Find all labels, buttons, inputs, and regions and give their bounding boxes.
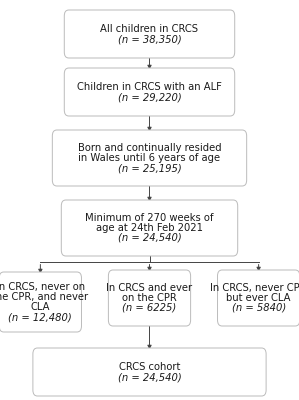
Text: (n = 25,195): (n = 25,195) <box>118 163 181 173</box>
Text: (n = 5840): (n = 5840) <box>231 303 286 313</box>
Text: (n = 38,350): (n = 38,350) <box>118 34 181 44</box>
Text: (n = 6225): (n = 6225) <box>122 303 177 313</box>
Text: (n = 12,480): (n = 12,480) <box>8 312 72 322</box>
FancyBboxPatch shape <box>33 348 266 396</box>
FancyBboxPatch shape <box>61 200 238 256</box>
Text: CLA: CLA <box>30 302 50 312</box>
Text: (n = 24,540): (n = 24,540) <box>118 372 181 382</box>
Text: on the CPR: on the CPR <box>122 293 177 303</box>
FancyBboxPatch shape <box>217 270 299 326</box>
Text: (n = 24,540): (n = 24,540) <box>118 233 181 243</box>
Text: age at 24th Feb 2021: age at 24th Feb 2021 <box>96 223 203 233</box>
Text: Minimum of 270 weeks of: Minimum of 270 weeks of <box>85 213 214 223</box>
FancyBboxPatch shape <box>52 130 247 186</box>
FancyBboxPatch shape <box>108 270 191 326</box>
Text: All children in CRCS: All children in CRCS <box>100 24 199 34</box>
FancyBboxPatch shape <box>0 272 81 332</box>
FancyBboxPatch shape <box>64 68 235 116</box>
Text: in Wales until 6 years of age: in Wales until 6 years of age <box>78 153 221 163</box>
Text: the CPR, and never: the CPR, and never <box>0 292 89 302</box>
FancyBboxPatch shape <box>64 10 235 58</box>
Text: Children in CRCS with an ALF: Children in CRCS with an ALF <box>77 82 222 92</box>
Text: In CRCS and ever: In CRCS and ever <box>106 283 193 293</box>
Text: In CRCS, never CPR: In CRCS, never CPR <box>210 283 299 293</box>
Text: (n = 29,220): (n = 29,220) <box>118 92 181 102</box>
Text: but ever CLA: but ever CLA <box>226 293 291 303</box>
Text: In CRCS, never on: In CRCS, never on <box>0 282 85 292</box>
Text: Born and continually resided: Born and continually resided <box>78 143 221 153</box>
Text: CRCS cohort: CRCS cohort <box>119 362 180 372</box>
